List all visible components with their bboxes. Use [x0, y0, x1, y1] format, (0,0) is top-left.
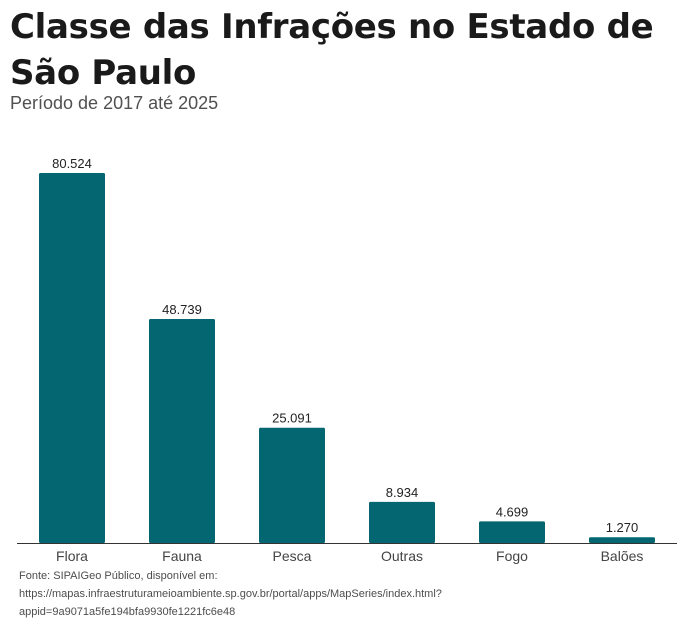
- chart-title: Classe das Infrações no Estado de São Pa…: [10, 7, 654, 93]
- data-label: 48.739: [162, 302, 202, 317]
- x-tick-label: Balões: [601, 548, 644, 564]
- bar: [369, 501, 435, 543]
- data-label: 25.091: [272, 411, 312, 426]
- source-line-1: Fonte: SIPAIGeo Público, disponível em:: [19, 570, 218, 582]
- bar: [589, 537, 655, 543]
- x-tick-label: Fauna: [162, 548, 202, 564]
- data-label: 80.524: [52, 156, 92, 171]
- x-tick-label: Flora: [56, 548, 88, 564]
- data-label: 4.699: [496, 504, 529, 519]
- x-tick-label: Fogo: [496, 548, 528, 564]
- chart-subtitle: Período de 2017 até 2025: [10, 93, 219, 113]
- bar-chart: 80.524 Flora 48.739 Fauna 25.091 Pesca 8.934 Ou…: [17, 156, 677, 564]
- bar: [39, 173, 105, 543]
- bar: [259, 427, 325, 543]
- data-label: 8.934: [386, 485, 419, 500]
- x-tick-label: Outras: [381, 548, 423, 564]
- source-line-3: appid=9a9071a5fe194bfa9930fe1221fc6e48: [19, 606, 236, 618]
- bar: [149, 319, 215, 543]
- source-line-2: https://mapas.infraestruturameioambiente…: [19, 588, 442, 600]
- bar: [479, 521, 545, 543]
- source-note: Fonte: SIPAIGeo Público, disponível em: …: [19, 567, 619, 621]
- data-label: 1.270: [606, 520, 639, 535]
- x-tick-label: Pesca: [273, 548, 312, 564]
